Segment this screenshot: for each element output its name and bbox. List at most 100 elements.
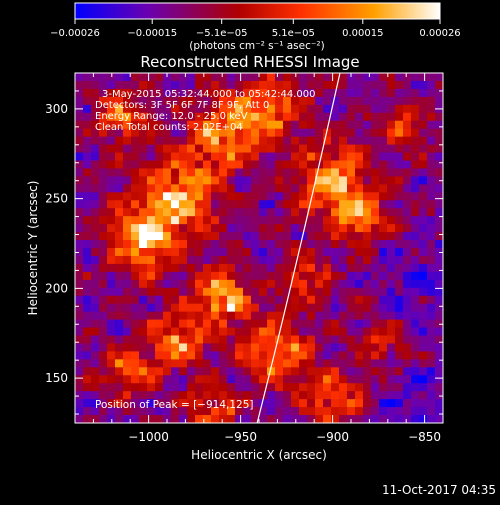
heatmap-cell xyxy=(411,399,420,408)
heatmap-cell xyxy=(323,160,332,170)
heatmap-cell xyxy=(411,96,420,106)
heatmap-cell xyxy=(179,168,188,178)
heatmap-cell xyxy=(187,112,196,122)
heatmap-cell xyxy=(155,415,164,423)
heatmap-cell xyxy=(427,375,436,384)
heatmap-cell xyxy=(219,351,228,360)
heatmap-cell xyxy=(99,375,108,384)
heatmap-cell xyxy=(355,240,364,249)
heatmap-cell xyxy=(91,287,100,297)
heatmap-cell xyxy=(139,232,148,241)
heatmap-cell xyxy=(275,112,284,122)
heatmap-cell xyxy=(427,136,436,146)
heatmap-cell xyxy=(163,144,172,154)
heatmap-cell xyxy=(395,200,404,209)
heatmap-cell xyxy=(299,311,308,321)
heatmap-cell xyxy=(307,399,316,408)
heatmap-cell xyxy=(163,232,172,241)
heatmap-cell xyxy=(235,104,244,114)
heatmap-cell xyxy=(403,263,412,273)
heatmap-cell xyxy=(195,271,204,281)
heatmap-cell xyxy=(259,367,268,376)
heatmap-cell xyxy=(251,383,260,392)
heatmap-cell xyxy=(307,176,316,185)
heatmap-cell xyxy=(147,184,156,193)
heatmap-cell xyxy=(363,303,372,313)
heatmap-cell xyxy=(171,136,180,146)
heatmap-cell xyxy=(427,383,436,392)
heatmap-cell xyxy=(251,144,260,154)
heatmap-cell xyxy=(315,295,324,305)
heatmap-cell xyxy=(203,144,212,154)
heatmap-cell xyxy=(307,335,316,345)
heatmap-cell xyxy=(331,399,340,408)
heatmap-cell xyxy=(371,375,380,384)
heatmap-cell xyxy=(91,192,100,201)
heatmap-cell xyxy=(115,80,124,90)
heatmap-cell xyxy=(259,88,268,98)
heatmap-cell xyxy=(171,160,180,170)
heatmap-cell xyxy=(403,415,412,423)
heatmap-cell xyxy=(187,144,196,154)
heatmap-cell xyxy=(179,255,188,265)
heatmap-cell xyxy=(163,255,172,265)
heatmap-cell xyxy=(83,112,92,122)
heatmap-cell xyxy=(115,152,124,162)
heatmap-cell xyxy=(427,224,436,233)
heatmap-cell xyxy=(379,144,388,154)
heatmap-cell xyxy=(283,271,292,281)
heatmap-cell xyxy=(147,399,156,408)
heatmap-cell xyxy=(403,88,412,98)
heatmap-cell xyxy=(275,120,284,130)
heatmap-cell xyxy=(179,248,188,257)
heatmap-cell xyxy=(171,351,180,360)
heatmap-cell xyxy=(91,240,100,249)
heatmap-cell xyxy=(99,367,108,376)
heatmap-cell xyxy=(171,399,180,408)
heatmap-cell xyxy=(131,152,140,162)
heatmap-cell xyxy=(219,319,228,329)
heatmap-cell xyxy=(363,287,372,297)
heatmap-cell xyxy=(331,128,340,138)
heatmap-cell xyxy=(307,303,316,313)
heatmap-cell xyxy=(139,391,148,400)
heatmap-cell xyxy=(235,399,244,408)
heatmap-cell xyxy=(315,319,324,329)
heatmap-cell xyxy=(283,263,292,273)
heatmap-cell xyxy=(219,144,228,154)
heatmap-cell xyxy=(355,271,364,281)
heatmap-cell xyxy=(107,184,116,193)
heatmap-cell xyxy=(379,327,388,337)
heatmap-cell xyxy=(211,240,220,249)
heatmap-cell xyxy=(75,407,84,416)
heatmap-cell xyxy=(147,176,156,185)
heatmap-cell xyxy=(203,120,212,130)
heatmap-cell xyxy=(219,73,228,82)
heatmap-cell xyxy=(187,287,196,297)
heatmap-cell xyxy=(123,287,132,297)
heatmap-cell xyxy=(187,271,196,281)
heatmap-cell xyxy=(107,255,116,265)
heatmap-cell xyxy=(251,136,260,146)
heatmap-cell xyxy=(307,232,316,241)
heatmap-cell xyxy=(115,415,124,423)
heatmap-cell xyxy=(403,343,412,353)
heatmap-cell xyxy=(315,303,324,313)
heatmap-cell xyxy=(291,295,300,305)
heatmap-cell xyxy=(203,359,212,368)
heatmap-cell xyxy=(83,128,92,138)
heatmap-cell xyxy=(75,335,84,345)
heatmap-cell xyxy=(323,287,332,297)
heatmap-cell xyxy=(147,295,156,305)
heatmap-cell xyxy=(131,120,140,130)
heatmap-cell xyxy=(403,80,412,90)
heatmap-cell xyxy=(315,287,324,297)
heatmap-cell xyxy=(371,319,380,329)
heatmap-cell xyxy=(235,240,244,249)
heatmap-cell xyxy=(91,160,100,170)
heatmap-cell xyxy=(339,351,348,360)
heatmap-cell xyxy=(331,343,340,353)
heatmap-cell xyxy=(283,168,292,178)
colorbar-ticks: −0.00026 −0.00015 −5.1e−05 5.1e−05 0.00015 0.… xyxy=(50,19,461,39)
heatmap-cell xyxy=(155,104,164,114)
